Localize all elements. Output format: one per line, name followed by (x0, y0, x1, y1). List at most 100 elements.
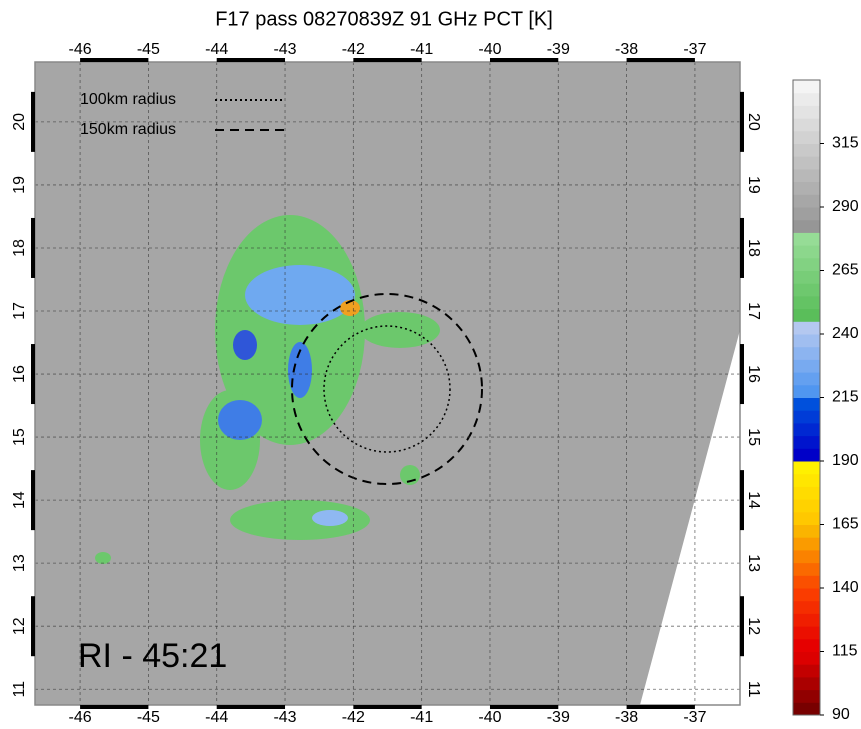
x-tick-label-bottom: -42 (342, 709, 365, 726)
colorbar-cell (793, 283, 820, 297)
colorbar-cell (793, 448, 820, 462)
colorbar-tick-label: 115 (832, 643, 858, 660)
frame-bar (626, 705, 695, 709)
frame-bar (80, 58, 149, 62)
frame-bar (740, 91, 744, 152)
colorbar-cell (793, 384, 820, 398)
colorbar-cell (793, 626, 820, 640)
y-tick-label-right: 20 (745, 113, 762, 131)
y-tick-label-left: 19 (11, 176, 28, 194)
y-tick-label-right: 13 (745, 554, 762, 572)
colorbar-cell (793, 511, 820, 525)
colorbar-cell (793, 486, 820, 500)
colorbar-cell (793, 334, 820, 348)
colorbar-cell (793, 435, 820, 449)
colorbar-cell (793, 702, 820, 716)
colorbar-cell (793, 588, 820, 602)
y-tick-label-right: 11 (745, 681, 762, 698)
x-tick-label-bottom: -44 (205, 709, 228, 726)
frame-bar (740, 470, 744, 531)
colorbar-tick-label: 265 (832, 262, 859, 279)
colorbar-cell (793, 524, 820, 538)
colorbar-cell (793, 473, 820, 487)
colorbar-cell (793, 308, 820, 322)
colorbar-cell (793, 676, 820, 691)
colorbar-tick-label: 90 (832, 706, 850, 723)
frame-bar (31, 217, 35, 278)
colorbar-cell (793, 461, 820, 475)
y-tick-label-right: 19 (745, 176, 762, 194)
colorbar-tick-label: 240 (832, 325, 859, 342)
y-tick-label-right: 14 (745, 491, 762, 509)
colorbar-cell (793, 575, 820, 589)
x-tick-label-top: -46 (69, 41, 92, 58)
colorbar-cell (793, 118, 820, 132)
precip-field (95, 215, 440, 564)
colorbar-cell (793, 232, 820, 246)
map-background (35, 62, 740, 705)
radius-100km (323, 325, 451, 453)
colorbar-cell (793, 397, 820, 411)
colorbar-tick-label: 165 (832, 516, 859, 533)
colorbar-cell (793, 143, 820, 157)
frame-bar (740, 217, 744, 278)
colorbar-cell (793, 321, 820, 335)
colorbar-cell (793, 359, 820, 373)
x-tick-label-bottom: -43 (273, 709, 296, 726)
colorbar-cell (793, 181, 820, 195)
colorbar-cell (793, 549, 820, 564)
radius-150km (291, 293, 483, 485)
x-tick-label-bottom: -45 (137, 709, 160, 726)
x-tick-label-bottom: -46 (69, 709, 92, 726)
colorbar-cell (793, 207, 820, 221)
y-tick-label-left: 18 (11, 239, 28, 257)
colorbar-cell (793, 80, 820, 94)
colorbar-cell (793, 664, 820, 678)
colorbar-tick-label: 140 (832, 579, 859, 596)
colorbar-cell (793, 651, 820, 665)
title: F17 pass 08270839Z 91 GHz PCT [K] (215, 8, 553, 30)
x-tick-label-bottom: -37 (683, 709, 706, 726)
y-tick-label-left: 16 (11, 365, 28, 383)
swath-edge (640, 330, 740, 705)
colorbar-cell (793, 219, 820, 233)
y-tick-label-left: 12 (11, 617, 28, 635)
x-tick-label-top: -38 (615, 41, 638, 58)
y-tick-label-right: 18 (745, 239, 762, 257)
colorbar-cell (793, 410, 820, 424)
y-tick-label-right: 16 (745, 365, 762, 383)
grid (35, 62, 740, 705)
colorbar-cell (793, 562, 820, 576)
legend-label: 100km radius (80, 91, 176, 108)
x-tick-label-bottom: -38 (615, 709, 638, 726)
frame-bar (353, 58, 422, 62)
frame-bar (740, 596, 744, 657)
colorbar-tick-label: 215 (832, 389, 859, 406)
y-tick-label-left: 13 (11, 554, 28, 572)
x-tick-label-top: -40 (478, 41, 501, 58)
frame-bar (740, 344, 744, 405)
colorbar-tick-label: 290 (832, 198, 859, 215)
legend-label: 150km radius (80, 121, 176, 138)
x-tick-label-top: -43 (273, 41, 296, 58)
x-tick-label-top: -44 (205, 41, 228, 58)
colorbar-cell (793, 194, 820, 208)
frame-bar (489, 705, 559, 709)
frame-bar (31, 91, 35, 152)
colorbar-cell (793, 537, 820, 551)
x-tick-label-top: -37 (683, 41, 706, 58)
x-tick-label-top: -41 (410, 41, 433, 58)
colorbar-cell (793, 270, 820, 284)
frame-bar (353, 705, 422, 709)
frame-bar (216, 58, 286, 62)
x-tick-label-top: -42 (342, 41, 365, 58)
frame-bar (31, 596, 35, 657)
y-tick-label-left: 15 (11, 428, 28, 446)
colorbar-tick-label: 190 (832, 452, 859, 469)
frame-bar (626, 58, 695, 62)
colorbar-cell (793, 372, 820, 386)
colorbar-cell (793, 346, 820, 360)
y-tick-label-left: 11 (11, 681, 28, 698)
y-tick-label-left: 20 (11, 113, 28, 131)
